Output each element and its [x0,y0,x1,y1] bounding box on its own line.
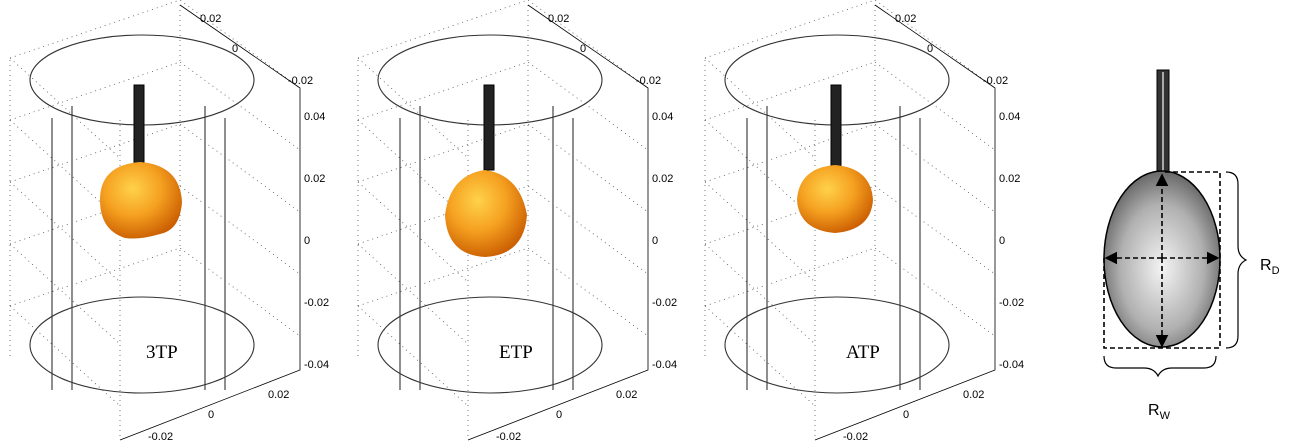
tick-label: 0 [927,43,933,55]
rod [830,84,842,171]
tick-label: 0 [999,235,1005,247]
tick-label: -0.02 [288,75,313,87]
tick-label: -0.04 [304,359,329,371]
tick-label: 0.02 [200,13,221,25]
tick-label: -0.02 [999,297,1024,309]
tick-label: 0 [208,409,214,421]
grid-line [704,247,996,407]
droplet [797,165,873,233]
schematic: RD RW [1103,69,1280,422]
droplet [445,170,527,257]
dimension-lines [1103,171,1221,349]
tick-label: 0.04 [999,111,1020,123]
brace-w [1103,355,1217,378]
droplet [100,162,182,239]
axis-line [467,4,649,441]
grid-line [9,5,181,440]
tick-label: 0 [580,43,586,55]
tick-label: -0.02 [148,431,173,443]
panel-label: ATP [846,342,880,363]
grid-line [704,0,996,159]
tick-label: 0.04 [304,111,325,123]
tick-label: -0.02 [304,297,329,309]
tick-label: 0 [903,409,909,421]
grid-line [9,0,301,159]
rw-label: RW [1148,402,1171,422]
tick-label: -0.02 [652,297,677,309]
rd-label: RD [1260,257,1280,277]
brace-d [1225,171,1248,349]
rod [133,84,145,171]
tick-label: -0.04 [652,359,677,371]
tick-label: -0.04 [999,359,1024,371]
grid-line [357,247,649,407]
tick-label: -0.02 [983,75,1008,87]
tick-label: 0 [652,235,658,247]
cylinder-bottom [377,296,603,394]
cylinder-bottom [29,296,255,394]
tick-label: 0 [304,235,310,247]
plot-panel: 0.02 0 -0.02 0.04 0.02 0 -0.02 -0.04 0.02 0 -0.02 E… [357,0,677,443]
plot-panel: 0.02 0 -0.02 0.04 0.02 0 -0.02 -0.04 0.02 0 -0.02 3… [9,0,329,443]
axis-line [814,4,996,441]
tick-label: 0.04 [652,111,673,123]
tick-label: 0.02 [304,173,325,185]
tick-label: 0 [556,409,562,421]
tick-label: -0.02 [496,431,521,443]
grid-line [357,5,529,440]
tick-label: 0.02 [895,13,916,25]
axis-line [119,4,301,441]
tick-label: 0.02 [999,173,1020,185]
tick-label: 0.02 [548,13,569,25]
tick-label: -0.02 [843,431,868,443]
panels: 0.02 0 -0.02 0.04 0.02 0 -0.02 -0.04 0.02 0 -0.02 3… [9,0,1024,443]
rod [483,84,495,171]
cylinder-bottom [724,296,950,394]
plot-panel: 0.02 0 -0.02 0.04 0.02 0 -0.02 -0.04 0.02 0 -0.02 A… [704,0,1024,443]
tick-label: 0.02 [652,173,673,185]
panel-label: 3TP [146,342,178,363]
tick-label: 0.02 [963,389,984,401]
tick-label: 0 [232,43,238,55]
grid-line [9,247,301,407]
grid-line [704,5,876,440]
grid-line [357,0,649,159]
tick-label: 0.02 [616,389,637,401]
panel-label: ETP [499,342,533,363]
tick-label: -0.02 [636,75,661,87]
tick-label: 0.02 [268,389,289,401]
